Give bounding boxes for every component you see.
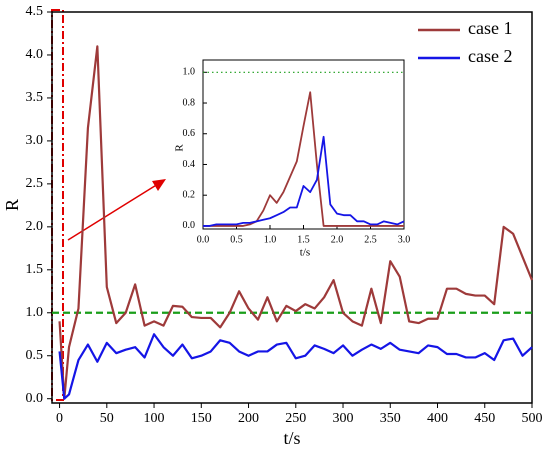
- y-axis-label: R: [174, 144, 186, 152]
- legend-label: case 2: [468, 46, 512, 66]
- x-tick-label: 0: [56, 411, 63, 426]
- y-tick-label: 0.2: [183, 189, 196, 200]
- series-line: [203, 135, 405, 227]
- legend-label: case 1: [468, 18, 512, 38]
- x-tick-label: 500: [522, 411, 543, 426]
- y-tick-label: 0.0: [183, 220, 196, 231]
- y-tick-label: 0.5: [26, 348, 44, 363]
- x-tick-label: 350: [380, 411, 401, 426]
- x-tick-label: 3.0: [398, 234, 411, 245]
- y-tick-label: 1.0: [183, 67, 196, 78]
- x-tick-label: 150: [191, 411, 212, 426]
- y-tick-label: 4.5: [26, 4, 44, 19]
- plot-frame: [51, 11, 533, 404]
- x-tick-label: 0.0: [197, 234, 210, 245]
- x-axis-label: t/s: [300, 247, 310, 259]
- x-tick-label: 1.5: [297, 234, 310, 245]
- y-tick-label: 0.0: [26, 391, 44, 406]
- highlight-box: [51, 9, 64, 401]
- x-tick-label: 50: [100, 411, 114, 426]
- x-tick-label: 0.5: [230, 234, 243, 245]
- x-tick-label: 450: [474, 411, 495, 426]
- x-tick-label: 250: [285, 411, 306, 426]
- x-tick-label: 400: [427, 411, 448, 426]
- y-tick-label: 0.8: [183, 97, 196, 108]
- arrow-head: [152, 179, 166, 191]
- x-tick-label: 2.0: [331, 234, 344, 245]
- y-tick-label: 1.0: [26, 305, 44, 320]
- y-tick-label: 2.5: [26, 176, 44, 191]
- series-line: [203, 91, 404, 227]
- series-line: [58, 333, 533, 400]
- series-line: [58, 45, 534, 400]
- x-tick-label: 1.0: [264, 234, 277, 245]
- x-tick-label: 200: [238, 411, 259, 426]
- y-tick-label: 2.0: [26, 219, 44, 234]
- y-tick-label: 3.0: [26, 133, 44, 148]
- x-tick-label: 100: [144, 411, 165, 426]
- y-tick-label: 0.6: [183, 128, 196, 139]
- inset-background: [203, 60, 404, 229]
- x-tick-label: 300: [333, 411, 354, 426]
- y-tick-label: 4.0: [26, 47, 44, 62]
- x-axis-label: t/s: [283, 428, 300, 448]
- y-tick-label: 0.4: [183, 159, 196, 170]
- y-axis-label: R: [2, 199, 22, 211]
- y-tick-label: 1.5: [26, 262, 44, 277]
- y-tick-label: 3.5: [26, 90, 44, 105]
- x-tick-label: 2.5: [364, 234, 377, 245]
